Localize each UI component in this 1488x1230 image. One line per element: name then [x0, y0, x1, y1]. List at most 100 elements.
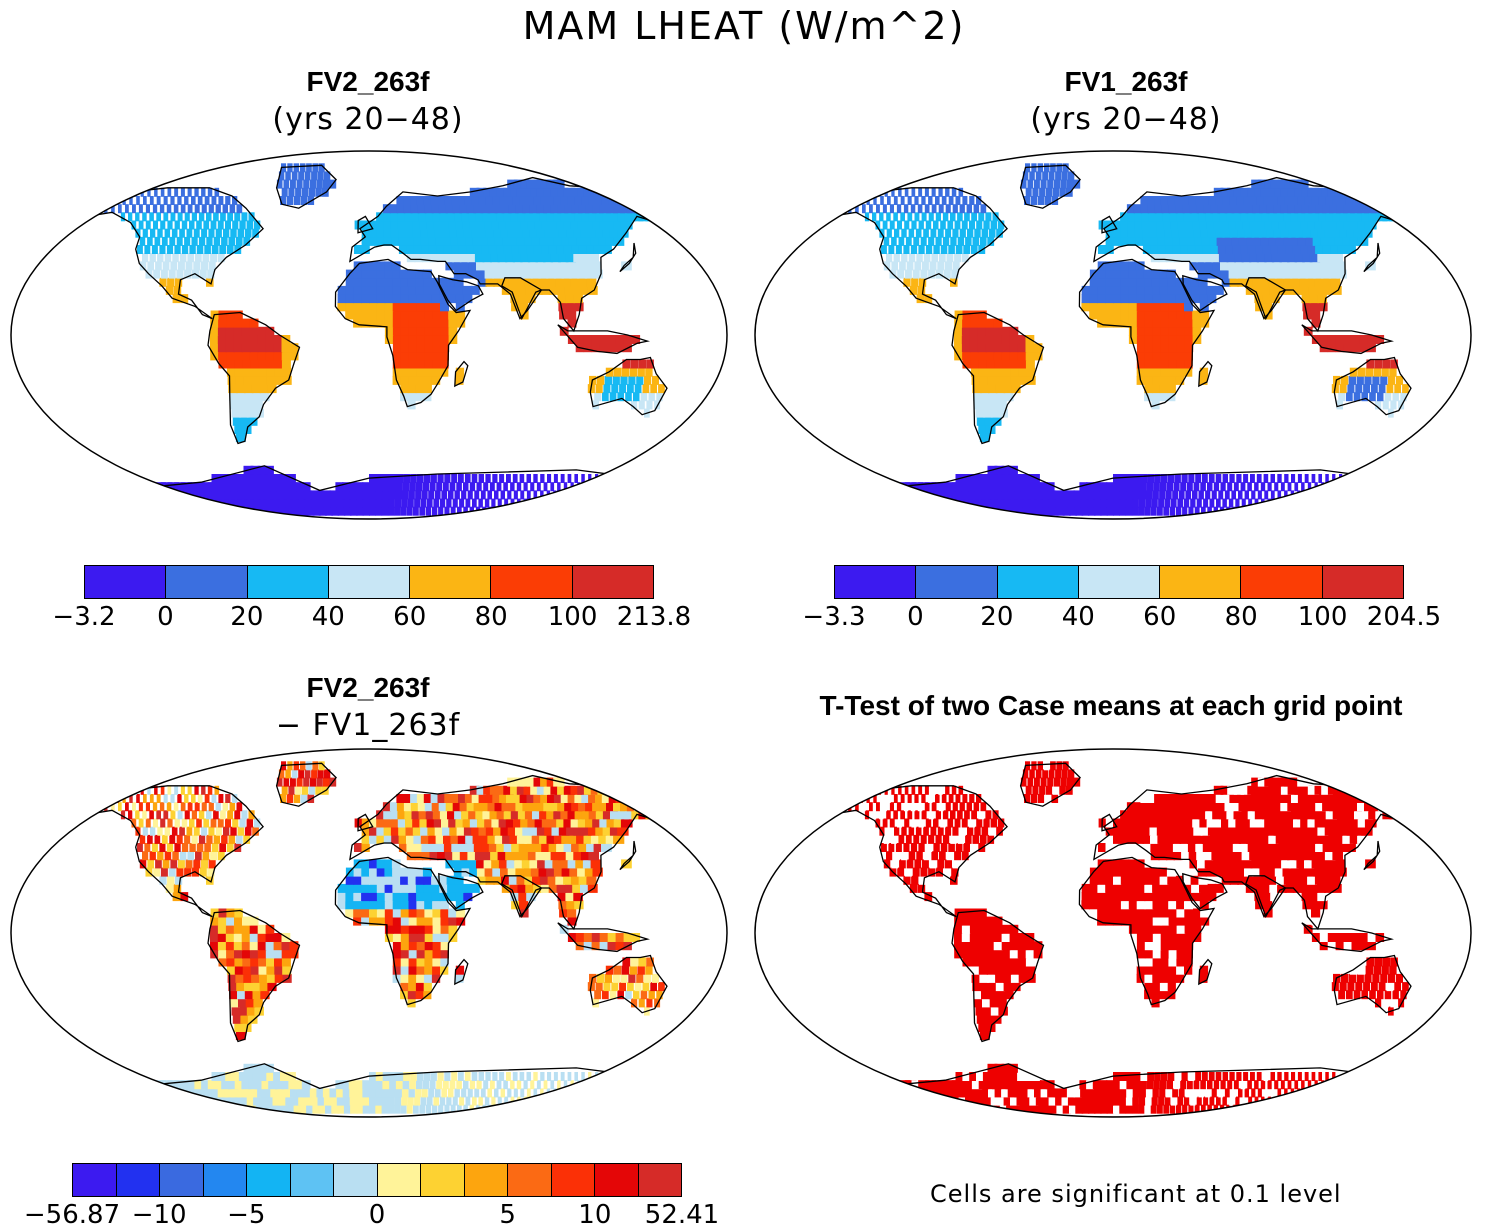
grid-cell [446, 875, 456, 885]
grid-cell [1254, 1080, 1259, 1090]
grid-cell [1097, 310, 1106, 320]
grid-cell [1311, 916, 1321, 926]
grid-cell [1269, 883, 1279, 893]
grid-cell [345, 302, 354, 312]
grid-cell [464, 196, 475, 205]
grid-cell [1152, 490, 1159, 500]
grid-cell [1097, 269, 1106, 279]
grid-cell [839, 196, 842, 205]
grid-cell [1087, 506, 1096, 516]
grid-cell [86, 506, 101, 516]
grid-cell [610, 810, 622, 820]
grid-cell [945, 1080, 956, 1090]
grid-cell [1105, 875, 1114, 885]
grid-cell [1030, 196, 1038, 205]
grid-cell [1018, 359, 1027, 369]
grid-cell [1154, 1072, 1161, 1081]
grid-cell [530, 269, 541, 279]
grid-cell [526, 506, 530, 516]
grid-cell [410, 204, 420, 214]
grid-cell [952, 859, 960, 869]
grid-cell [1325, 212, 1337, 222]
grid-cell [149, 1104, 162, 1114]
grid-cell [369, 228, 378, 238]
grid-cell [433, 1096, 439, 1106]
grid-cell [1009, 326, 1019, 336]
grid-cell [1188, 1072, 1195, 1081]
grid-cell [1347, 982, 1355, 992]
grid-cell [408, 982, 417, 992]
grid-cell [944, 859, 952, 869]
grid-cell [1144, 310, 1154, 320]
grid-cell [280, 474, 290, 483]
grid-cell [1119, 1072, 1128, 1081]
grid-cell [1160, 294, 1169, 304]
grid-cell [591, 933, 601, 942]
grid-cell [633, 990, 640, 1000]
grid-cell [1381, 965, 1389, 975]
grid-cell [156, 196, 161, 205]
grid-cell [165, 490, 177, 500]
grid-cell [160, 269, 168, 279]
grid-cell [925, 245, 933, 254]
grid-cell [1402, 982, 1409, 992]
grid-cell [487, 1088, 492, 1098]
grid-cell [1213, 220, 1224, 230]
grid-cell [1160, 367, 1169, 377]
grid-cell [392, 883, 402, 893]
grid-cell [1009, 343, 1019, 353]
grid-cell [454, 1088, 460, 1098]
map-field [65, 163, 708, 519]
grid-cell [392, 957, 402, 967]
grid-cell [241, 343, 251, 353]
grid-cell [1032, 1080, 1042, 1090]
grid-cell [1354, 1080, 1358, 1090]
grid-cell [281, 957, 291, 967]
grid-cell [917, 285, 926, 295]
grid-cell [1372, 973, 1380, 983]
grid-cell [539, 277, 550, 287]
grid-cell [1322, 204, 1334, 214]
grid-cell [250, 1088, 261, 1098]
grid-cell [1364, 498, 1366, 508]
grid-cell [1270, 196, 1282, 205]
grid-cell [990, 220, 997, 230]
grid-cell [1366, 957, 1375, 967]
grid-cell [978, 310, 987, 320]
grid-cell [503, 245, 514, 254]
grid-cell [610, 187, 624, 197]
grid-cell [1322, 875, 1333, 885]
grid-cell [135, 810, 140, 820]
grid-cell [1037, 506, 1047, 516]
grid-cell [974, 1088, 986, 1098]
grid-cell [1267, 1080, 1272, 1090]
grid-cell [397, 212, 406, 222]
grid-cell [1392, 990, 1399, 1000]
grid-cell [1184, 318, 1194, 328]
grid-cell [298, 498, 307, 508]
grid-cell [1294, 187, 1306, 197]
grid-cell [1330, 245, 1341, 254]
grid-cell [810, 1080, 825, 1090]
grid-cell [448, 924, 458, 934]
grid-cell [894, 498, 907, 508]
grid-cell [543, 851, 554, 861]
grid-cell [415, 384, 425, 394]
grid-cell [376, 900, 386, 910]
grid-cell [883, 261, 891, 271]
grid-cell [1380, 375, 1388, 385]
grid-cell [1383, 498, 1385, 508]
grid-cell [1174, 1072, 1181, 1081]
grid-cell [273, 1072, 283, 1081]
grid-cell [606, 818, 618, 828]
grid-cell [849, 1096, 863, 1106]
grid-cell [507, 228, 518, 238]
grid-cell [574, 196, 586, 205]
grid-cell [289, 343, 299, 353]
grid-cell [1140, 1072, 1148, 1081]
grid-cell [456, 318, 466, 328]
grid-cell [882, 220, 888, 230]
grid-cell [551, 826, 563, 836]
grid-cell [1292, 883, 1303, 893]
grid-cell [1119, 498, 1127, 508]
